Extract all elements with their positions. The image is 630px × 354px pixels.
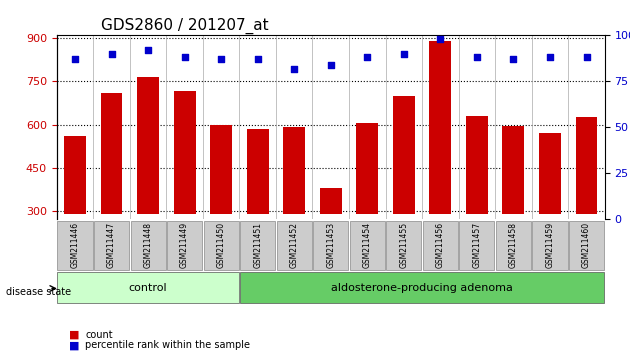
Text: GSM211446: GSM211446	[71, 222, 79, 268]
Bar	[466, 116, 488, 214]
FancyBboxPatch shape	[57, 273, 239, 303]
Text: ■: ■	[69, 340, 80, 350]
FancyBboxPatch shape	[496, 221, 531, 270]
Bar	[430, 41, 451, 214]
FancyBboxPatch shape	[167, 221, 202, 270]
Point	[326, 62, 336, 68]
Point	[253, 57, 263, 62]
Text: GSM211454: GSM211454	[363, 222, 372, 268]
Bar	[247, 129, 268, 214]
FancyBboxPatch shape	[240, 273, 604, 303]
Bar	[174, 91, 195, 214]
Bar	[320, 188, 341, 214]
FancyBboxPatch shape	[532, 221, 568, 270]
Text: GSM211451: GSM211451	[253, 222, 262, 268]
Point	[216, 57, 226, 62]
Text: GSM211448: GSM211448	[144, 222, 152, 268]
FancyBboxPatch shape	[240, 221, 275, 270]
Point	[362, 55, 372, 60]
FancyBboxPatch shape	[203, 221, 239, 270]
Bar	[503, 126, 524, 214]
Text: GSM211460: GSM211460	[582, 222, 591, 268]
Text: GSM211452: GSM211452	[290, 222, 299, 268]
Point	[106, 51, 117, 57]
Text: GSM211455: GSM211455	[399, 222, 408, 268]
Text: GSM211459: GSM211459	[546, 222, 554, 268]
Text: GSM211450: GSM211450	[217, 222, 226, 268]
Bar	[64, 136, 86, 214]
FancyBboxPatch shape	[130, 221, 166, 270]
Text: disease state: disease state	[6, 287, 71, 297]
FancyBboxPatch shape	[569, 221, 604, 270]
Text: ■: ■	[69, 330, 80, 339]
Text: GSM211453: GSM211453	[326, 222, 335, 268]
Point	[289, 66, 299, 72]
Bar	[101, 93, 122, 214]
Text: percentile rank within the sample: percentile rank within the sample	[85, 340, 250, 350]
FancyBboxPatch shape	[313, 221, 348, 270]
Bar	[576, 118, 597, 214]
FancyBboxPatch shape	[386, 221, 421, 270]
Text: count: count	[85, 330, 113, 339]
Bar	[137, 77, 159, 214]
Point	[581, 55, 592, 60]
Bar	[357, 123, 378, 214]
Bar	[393, 96, 415, 214]
Bar	[284, 127, 305, 214]
Text: GSM211456: GSM211456	[436, 222, 445, 268]
FancyBboxPatch shape	[94, 221, 129, 270]
Point	[143, 47, 153, 53]
Point	[472, 55, 482, 60]
Text: GSM211458: GSM211458	[509, 222, 518, 268]
Text: GSM211457: GSM211457	[472, 222, 481, 268]
Point	[508, 57, 518, 62]
Point	[70, 57, 80, 62]
Text: aldosterone-producing adenoma: aldosterone-producing adenoma	[331, 282, 513, 293]
FancyBboxPatch shape	[423, 221, 458, 270]
FancyBboxPatch shape	[57, 221, 93, 270]
Point	[545, 55, 555, 60]
FancyBboxPatch shape	[350, 221, 385, 270]
Point	[435, 36, 445, 42]
Text: GSM211449: GSM211449	[180, 222, 189, 268]
Bar	[210, 125, 232, 214]
Bar	[539, 133, 561, 214]
Point	[180, 55, 190, 60]
FancyBboxPatch shape	[459, 221, 495, 270]
Text: GDS2860 / 201207_at: GDS2860 / 201207_at	[101, 18, 268, 34]
Text: control: control	[129, 282, 168, 293]
FancyBboxPatch shape	[277, 221, 312, 270]
Point	[399, 51, 409, 57]
Text: GSM211447: GSM211447	[107, 222, 116, 268]
